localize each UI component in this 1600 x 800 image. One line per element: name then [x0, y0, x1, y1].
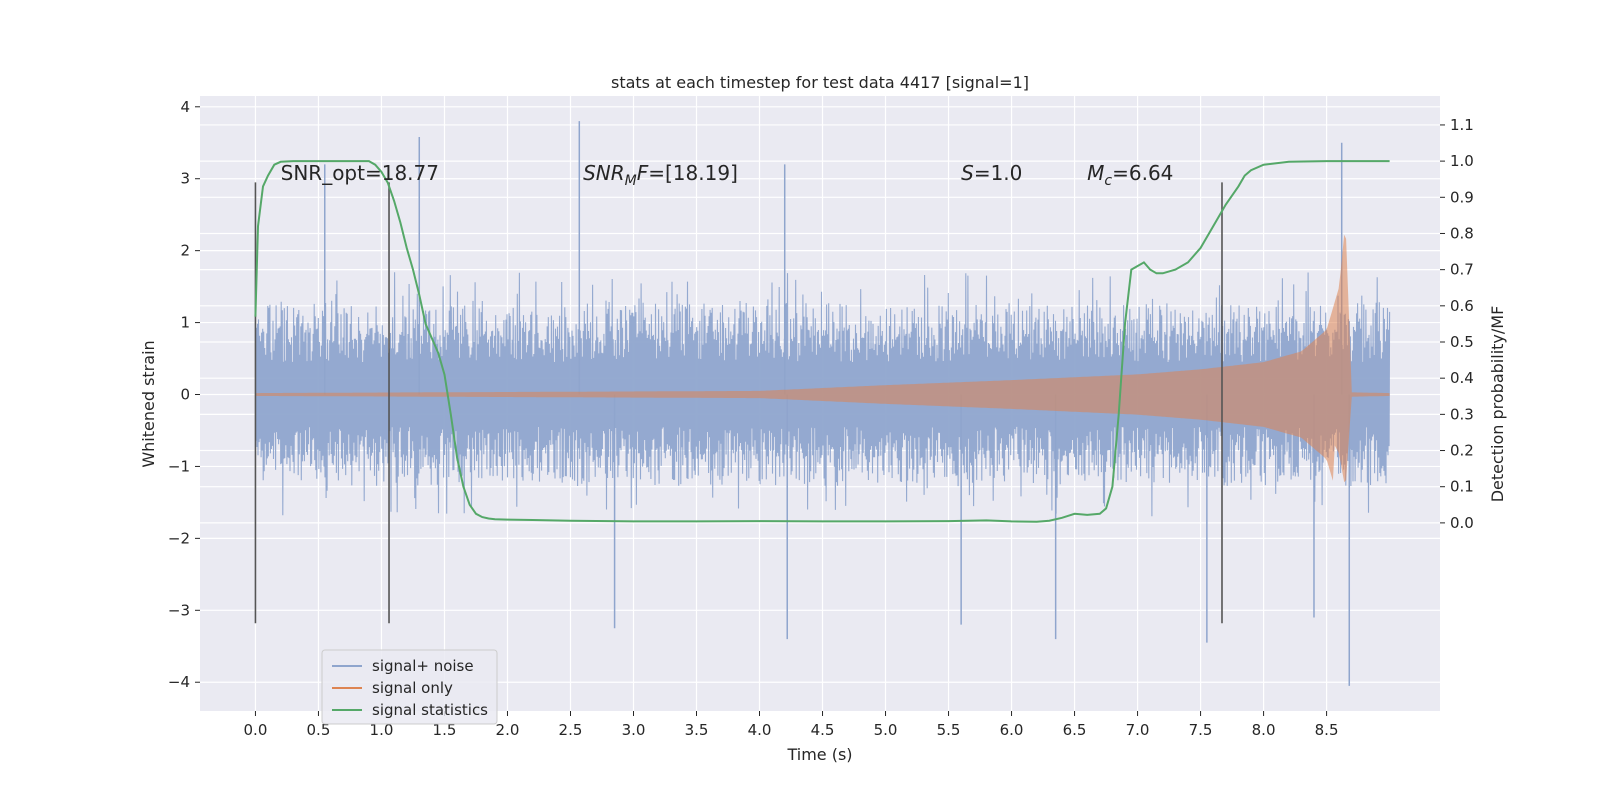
y-tick-label: 1 [180, 314, 190, 332]
x-tick-label: 1.5 [433, 721, 457, 739]
x-tick-label: 6.5 [1063, 721, 1087, 739]
annotation-snr-opt: SNR_opt=18.77 [281, 161, 439, 185]
annotation-tail-rest: =[18.19] [648, 161, 738, 185]
y-right-tick-label: 1.0 [1450, 152, 1474, 170]
y-tick-label: −1 [168, 457, 190, 475]
x-tick-label: 4.0 [748, 721, 772, 739]
annotation-s-stat: S=1.0 [961, 161, 1022, 185]
annotation-tail: =1.0 [974, 161, 1023, 185]
y-tick-label: 3 [180, 170, 190, 188]
chart-title: stats at each timestep for test data 441… [611, 73, 1029, 92]
y-tick-label: −3 [168, 601, 190, 619]
x-axis-label: Time (s) [786, 745, 852, 764]
annotation-base: S [961, 161, 974, 185]
y-right-tick-label: 0.3 [1450, 405, 1474, 423]
y-axis-label: Whitened strain [139, 340, 158, 467]
y-right-tick-label: 0.8 [1450, 224, 1474, 242]
annotation-base: M [1087, 161, 1104, 185]
y-right-tick-label: 0.6 [1450, 297, 1474, 315]
annotation-base: SNR [583, 161, 625, 185]
x-tick-label: 4.5 [811, 721, 835, 739]
annotation-tail-italic: F [637, 161, 649, 185]
statistics-line [254, 160, 1390, 523]
y-axis-right-label: Detection probability/MF [1488, 306, 1507, 503]
x-tick-label: 3.5 [685, 721, 709, 739]
annotation-subscript: c [1104, 173, 1112, 189]
x-tick-label: 0.0 [244, 721, 268, 739]
x-tick-label: 0.5 [307, 721, 331, 739]
legend-label: signal only [372, 679, 453, 697]
y-tick-label: −4 [168, 673, 190, 691]
legend-label: signal+ noise [372, 657, 474, 675]
x-tick-label: 8.0 [1252, 721, 1276, 739]
annotation-tail: F=[18.19] [637, 161, 738, 185]
y-right-tick-label: 0.4 [1450, 369, 1474, 387]
annotation-mc: Mc=6.64 [1087, 161, 1173, 189]
x-tick-label: 5.5 [937, 721, 961, 739]
x-tick-label: 8.5 [1315, 721, 1339, 739]
y-tick-label: −2 [168, 529, 190, 547]
y-right-tick-label: 0.9 [1450, 188, 1474, 206]
y-tick-label: 2 [180, 242, 190, 260]
annotation-snr-mf: SNRMF=[18.19] [583, 161, 738, 189]
annotation-tail: =6.64 [1112, 161, 1173, 185]
x-tick-label: 3.0 [622, 721, 646, 739]
vertical-markers [254, 182, 1223, 624]
y-right-tick-label: 0.7 [1450, 261, 1474, 279]
x-tick-label: 2.5 [559, 721, 583, 739]
y-tick-label: 4 [180, 98, 190, 116]
y-right-tick-label: 0.2 [1450, 442, 1474, 460]
x-tick-label: 5.0 [874, 721, 898, 739]
y-right-tick-label: 0.1 [1450, 478, 1474, 496]
legend-box [321, 649, 498, 725]
series-signal-statistics [254, 160, 1390, 523]
x-tick-label: 7.5 [1189, 721, 1213, 739]
x-tick-label: 2.0 [496, 721, 520, 739]
legend-label: signal statistics [372, 701, 488, 719]
y-tick-label: 0 [180, 386, 190, 404]
y-right-tick-label: 0.0 [1450, 514, 1474, 532]
y-right-tick-label: 0.5 [1450, 333, 1474, 351]
annotations: SNR_opt=18.77 SNRMF=[18.19] S=1.0 Mc=6.64 [281, 161, 1174, 189]
x-tick-label: 7.0 [1126, 721, 1150, 739]
legend: signal+ noise signal only signal statistic… [321, 649, 498, 725]
tick-labels: 0.0 0.5 1.0 1.5 2.0 2.5 3.0 3.5 4.0 4.5 5.0 5.5 6.0 6… [168, 98, 1474, 739]
y-right-tick-label: 1.1 [1450, 116, 1474, 134]
x-tick-label: 1.0 [370, 721, 394, 739]
annotation-subscript: M [625, 173, 637, 189]
x-tick-label: 6.0 [1000, 721, 1024, 739]
